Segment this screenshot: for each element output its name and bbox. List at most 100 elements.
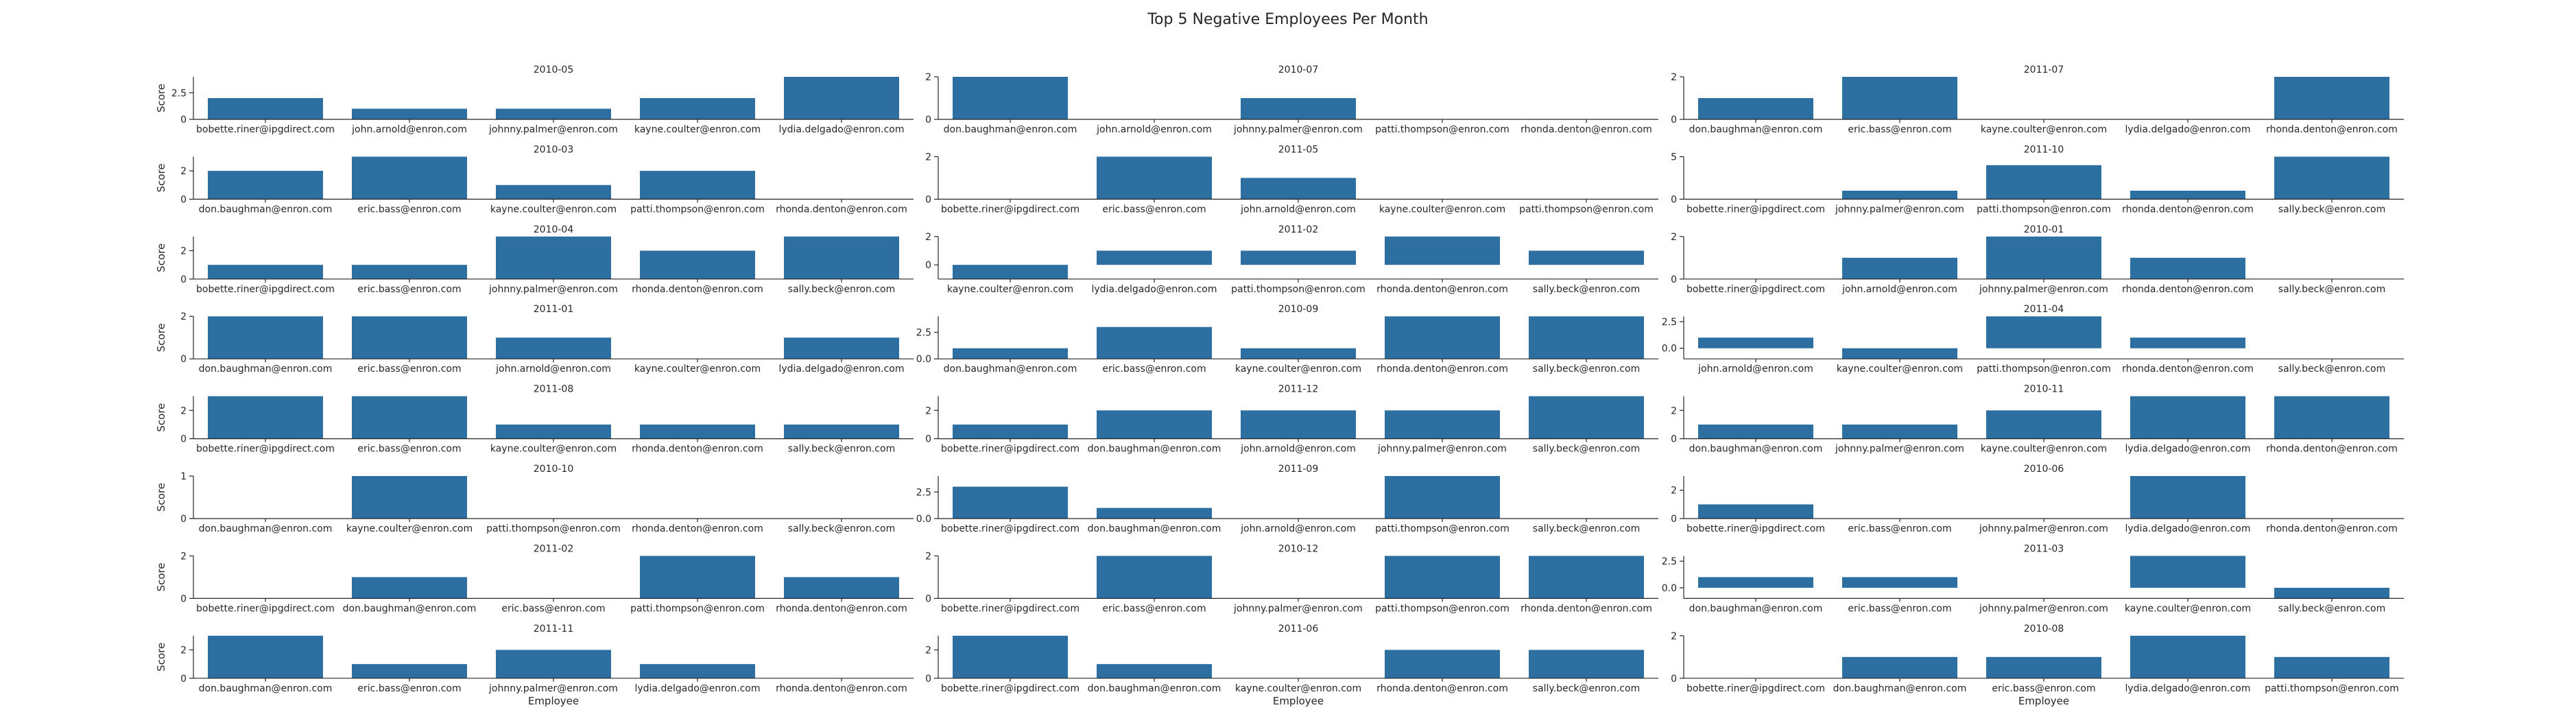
x-tick-label: don.baughman@enron.com	[1088, 683, 1221, 694]
bar	[2130, 396, 2245, 439]
bar	[1241, 98, 1356, 119]
y-tick-label: 2	[180, 311, 187, 322]
x-tick-label: patti.thompson@enron.com	[630, 603, 765, 614]
y-tick-label: 0	[1671, 674, 1677, 685]
x-tick-label: eric.bass@enron.com	[357, 683, 461, 694]
bar	[1385, 236, 1500, 265]
bar	[2130, 257, 2245, 279]
x-tick-label: bobette.riner@ipgdirect.com	[941, 603, 1080, 614]
bar	[1097, 156, 1212, 200]
y-tick-label: 2	[180, 551, 187, 562]
y-tick-label: 0	[925, 115, 931, 126]
bar	[496, 424, 611, 439]
x-tick-label: johnny.palmer@enron.com	[488, 683, 618, 694]
x-tick-label: kayne.coulter@enron.com	[634, 124, 761, 135]
x-tick-label: john.arnold@enron.com	[495, 364, 611, 375]
x-tick-label: kayne.coulter@enron.com	[1981, 444, 2107, 455]
bar	[208, 635, 323, 678]
y-tick-label: 0	[1671, 194, 1677, 205]
bar	[953, 424, 1068, 439]
panel-title: 2011-06	[1278, 624, 1319, 634]
bar	[352, 108, 467, 119]
x-tick-label: lydia.delgado@enron.com	[778, 364, 904, 375]
x-tick-label: sally.beck@enron.com	[788, 444, 895, 455]
x-axis-label: Employee	[1273, 695, 1324, 707]
panel-title: 2011-12	[1278, 384, 1319, 395]
bar	[1986, 236, 2101, 279]
figure-title: Top 5 Negative Employees Per Month	[1147, 11, 1429, 28]
y-axis-label: Score	[155, 244, 167, 272]
panel-title: 2011-08	[534, 384, 574, 395]
bar	[1097, 410, 1212, 439]
x-tick-label: sally.beck@enron.com	[2278, 204, 2385, 215]
bar	[784, 236, 899, 279]
bar	[1241, 178, 1356, 200]
bar	[1241, 250, 1356, 265]
y-tick-label: 2.5	[916, 487, 931, 498]
x-tick-label: patti.thompson@enron.com	[1375, 124, 1510, 135]
x-tick-label: johnny.palmer@enron.com	[1835, 204, 1964, 215]
bar	[953, 486, 1068, 519]
x-tick-label: john.arnold@enron.com	[1240, 523, 1356, 534]
x-tick-label: rhonda.denton@enron.com	[632, 444, 763, 455]
x-tick-label: rhonda.denton@enron.com	[776, 603, 907, 614]
x-tick-label: bobette.riner@ipgdirect.com	[941, 444, 1080, 455]
bar	[1097, 250, 1212, 265]
bar	[352, 265, 467, 279]
panel-title: 2010-01	[2024, 224, 2064, 235]
bar	[1842, 77, 1957, 119]
bar	[784, 577, 899, 599]
bar	[208, 396, 323, 439]
y-tick-label: 0	[180, 274, 187, 285]
x-tick-label: don.baughman@enron.com	[1689, 603, 1823, 614]
y-axis-label: Score	[155, 163, 167, 192]
y-tick-label: 2	[925, 72, 931, 83]
x-tick-label: patti.thompson@enron.com	[1519, 204, 1654, 215]
bar	[1529, 556, 1644, 599]
bar	[496, 236, 611, 279]
bar	[784, 77, 899, 119]
x-tick-label: rhonda.denton@enron.com	[776, 683, 907, 694]
x-tick-label: rhonda.denton@enron.com	[2122, 204, 2254, 215]
bar	[1986, 656, 2101, 678]
y-tick-label: 2	[925, 232, 931, 243]
x-tick-label: bobette.riner@ipgdirect.com	[196, 444, 335, 455]
x-tick-label: don.baughman@enron.com	[1088, 523, 1221, 534]
y-tick-label: 0	[925, 434, 931, 445]
panel-title: 2011-05	[1278, 144, 1319, 155]
bar	[208, 265, 323, 279]
bar	[1097, 664, 1212, 678]
bar	[953, 635, 1068, 678]
x-tick-label: eric.bass@enron.com	[1848, 124, 1951, 135]
x-tick-label: kayne.coulter@enron.com	[1837, 364, 1963, 375]
bar	[1385, 316, 1500, 359]
x-tick-label: bobette.riner@ipgdirect.com	[1686, 683, 1825, 694]
x-tick-label: patti.thompson@enron.com	[1375, 523, 1510, 534]
x-tick-label: johnny.palmer@enron.com	[488, 124, 618, 135]
bar	[496, 108, 611, 119]
y-tick-label: 2.5	[171, 88, 187, 99]
y-axis-label: Score	[155, 323, 167, 352]
bar	[2130, 476, 2245, 519]
panel-title: 2011-11	[534, 624, 574, 634]
x-tick-label: kayne.coulter@enron.com	[634, 364, 761, 375]
x-tick-label: johnny.palmer@enron.com	[1835, 444, 1964, 455]
y-tick-label: 2	[180, 645, 187, 656]
x-tick-label: sally.beck@enron.com	[1533, 284, 1640, 295]
bar	[1385, 476, 1500, 519]
x-tick-label: lydia.delgado@enron.com	[2125, 523, 2250, 534]
bar	[1698, 577, 1813, 588]
panel-title: 2010-11	[2024, 384, 2064, 395]
y-tick-label: 0	[925, 260, 931, 271]
y-tick-label: 0.0	[916, 354, 931, 365]
bar	[208, 98, 323, 119]
x-tick-label: kayne.coulter@enron.com	[490, 444, 617, 455]
bar	[496, 650, 611, 678]
x-tick-label: don.baughman@enron.com	[1689, 444, 1823, 455]
x-tick-label: patti.thompson@enron.com	[630, 204, 765, 215]
x-tick-label: eric.bass@enron.com	[1992, 683, 2095, 694]
bar	[352, 316, 467, 359]
y-axis-label: Score	[155, 643, 167, 672]
x-tick-label: eric.bass@enron.com	[357, 364, 461, 375]
x-tick-label: bobette.riner@ipgdirect.com	[941, 523, 1080, 534]
